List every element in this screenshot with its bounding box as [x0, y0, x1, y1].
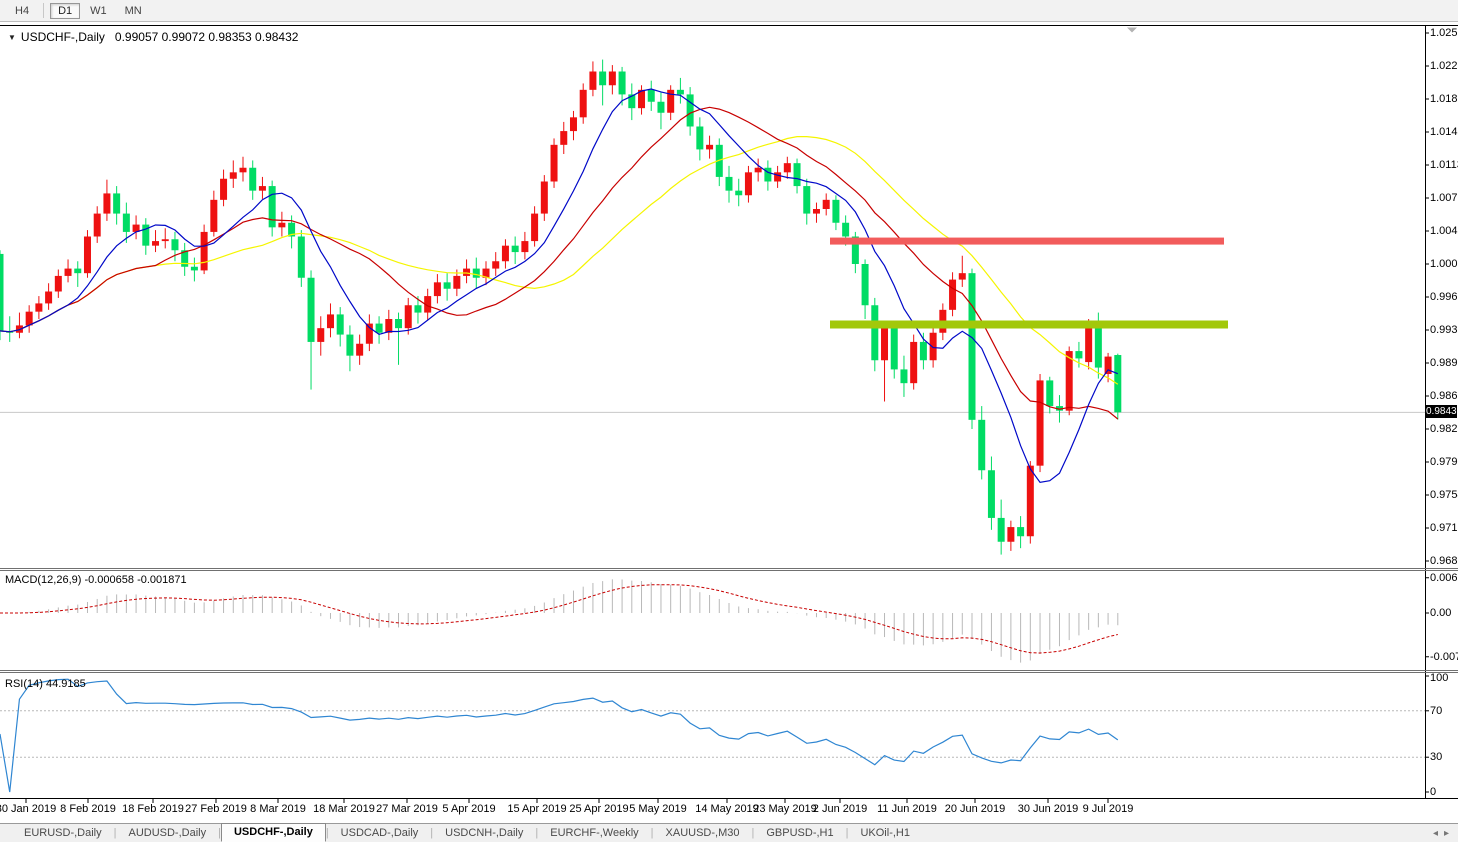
- chart-title: ▼ USDCHF-,Daily 0.99057 0.99072 0.98353 0.…: [8, 30, 298, 44]
- date-axis-tick: 2 Jun 2019: [812, 803, 868, 815]
- price-axis-tick: 0.97900: [1430, 456, 1458, 468]
- ma-fast-line: [0, 88, 1119, 484]
- date-axis-tick: 30 Jun 2019: [1017, 803, 1079, 815]
- support-line: [830, 320, 1228, 329]
- date-axis-tick: 18 Mar 2019: [313, 803, 375, 815]
- tab-separator: |: [325, 827, 329, 839]
- price-axis-tick: 0.98610: [1430, 390, 1458, 402]
- date-axis-tick: 27 Feb 2019: [185, 803, 247, 815]
- chart-symbol-label: USDCHF-,Daily: [20, 30, 105, 44]
- date-axis-tick: 15 Apr 2019: [507, 803, 567, 815]
- timeframe-d1-button[interactable]: D1: [50, 2, 81, 19]
- tab-scroll-arrows: ◂▸: [1433, 828, 1455, 839]
- tab-ukoil-h1[interactable]: UKOil-,H1: [860, 827, 910, 839]
- rsi-axis-tick: 70: [1430, 704, 1443, 717]
- price-axis-tick: 1.00410: [1430, 225, 1458, 237]
- ma-mid-line: [0, 106, 1119, 420]
- tab-eurchf-weekly[interactable]: EURCHF-,Weekly: [550, 827, 639, 839]
- date-axis-tick: 5 Apr 2019: [442, 803, 496, 815]
- price-axis-tick: 0.96820: [1430, 555, 1458, 567]
- rsi-axis-tick: 100: [1430, 672, 1449, 684]
- price-axis-tick: 1.01130: [1430, 159, 1458, 171]
- price-axis-tick: 1.01850: [1430, 93, 1458, 105]
- tab-usdcnh-daily[interactable]: USDCNH-,Daily: [445, 827, 524, 839]
- price-axis-tick: 0.97540: [1430, 489, 1458, 501]
- timeframe-mn-button[interactable]: MN: [124, 4, 142, 17]
- tabs-scroll-right-icon[interactable]: ▸: [1443, 828, 1455, 839]
- tab-gbpusd-h1[interactable]: GBPUSD-,H1: [766, 827, 834, 839]
- tab-separator: |: [751, 827, 755, 839]
- date-axis-tick: 11 Jun 2019: [877, 803, 937, 815]
- price-axis-tick: 1.02570: [1430, 27, 1458, 39]
- chart-ohlc-values: 0.99057 0.99072 0.98353 0.98432: [114, 30, 299, 44]
- rsi-axis-tick: 30: [1430, 751, 1443, 764]
- ma-slow-line: [0, 136, 1119, 385]
- tab-xauusd-m30[interactable]: XAUUSD-,M30: [665, 827, 740, 839]
- macd-histogram: [9, 579, 1119, 663]
- tab-audusd-daily[interactable]: AUDUSD-,Daily: [128, 827, 207, 839]
- price-axis-tick: 1.00770: [1430, 192, 1458, 204]
- rsi-axis-tick: 0: [1430, 786, 1437, 798]
- timeframe-h4-button[interactable]: H4: [15, 4, 30, 17]
- date-axis-tick: 20 Jun 2019: [944, 803, 1006, 815]
- macd-axis-tick: -0.007612: [1430, 650, 1458, 663]
- chart-shift-icon: [1127, 27, 1137, 33]
- date-axis-tick: 8 Mar 2019: [250, 803, 306, 815]
- tab-usdcad-daily[interactable]: USDCAD-,Daily: [340, 827, 419, 839]
- tab-separator: |: [845, 827, 849, 839]
- price-axis-tick: 1.00050: [1430, 258, 1458, 270]
- date-axis-tick: 25 Apr 2019: [569, 803, 629, 815]
- macd-axis-tick: 0.00: [1430, 607, 1452, 619]
- rsi-line: [0, 678, 1119, 793]
- timeframe-w1-button[interactable]: W1: [90, 4, 107, 17]
- price-axis-tick: 0.99690: [1430, 291, 1458, 303]
- date-axis-tick: 14 May 2019: [695, 803, 759, 815]
- tab-separator: |: [430, 827, 434, 839]
- price-axis-tick: 0.98250: [1430, 423, 1458, 435]
- price-axis-tick: 0.97180: [1430, 522, 1458, 534]
- tabs-scroll-left-icon[interactable]: ◂: [1432, 828, 1444, 839]
- chart-tabs: EURUSD-,Daily | AUDUSD-,Daily | USDCHF-,Dail…: [0, 823, 922, 842]
- macd-axis-tick: 0.00613: [1430, 571, 1458, 584]
- price-axis-tick: 0.98970: [1430, 357, 1458, 369]
- tab-eurusd-daily[interactable]: EURUSD-,Daily: [24, 827, 102, 839]
- current-price-tag: 0.98432: [1426, 405, 1458, 419]
- tab-separator: |: [650, 827, 654, 839]
- candles-layer: [0, 59, 1122, 555]
- tab-usdchf-daily[interactable]: USDCHF-,Daily: [220, 823, 326, 842]
- rsi-label: RSI(14) 44.9185: [5, 678, 86, 690]
- toolbar-separator: [43, 3, 45, 18]
- date-axis-tick: 8 Feb 2019: [60, 803, 116, 815]
- tab-separator: |: [113, 827, 117, 839]
- timeframe-toolbar: H4 D1 W1 MN: [0, 0, 1458, 22]
- price-axis-tick: 0.99330: [1430, 324, 1458, 336]
- price-axis-tick: 1.02210: [1430, 60, 1458, 72]
- price-axis-tick: 1.01490: [1430, 126, 1458, 138]
- macd-signal-line: [0, 584, 1118, 654]
- date-axis-tick: 30 Jan 2019: [0, 803, 57, 815]
- macd-label: MACD(12,26,9) -0.000658 -0.001871: [5, 574, 187, 586]
- date-axis-tick: 9 Jul 2019: [1082, 803, 1134, 815]
- date-axis-tick: 18 Feb 2019: [122, 803, 184, 815]
- chevron-down-icon[interactable]: ▼: [8, 33, 16, 42]
- date-axis-tick: 27 Mar 2019: [376, 803, 438, 815]
- date-axis-tick: 23 May 2019: [753, 803, 817, 815]
- resistance-line: [830, 237, 1224, 245]
- chart-tabs-bar: EURUSD-,Daily | AUDUSD-,Daily | USDCHF-,Dail…: [0, 823, 1458, 842]
- date-axis-tick: 5 May 2019: [629, 803, 687, 815]
- tab-separator: |: [535, 827, 539, 839]
- tab-separator: |: [218, 827, 221, 839]
